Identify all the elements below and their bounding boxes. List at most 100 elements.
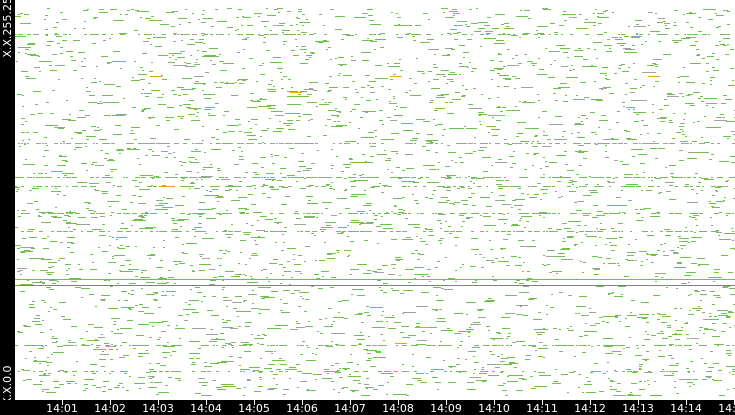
traffic-mark [296,17,298,18]
traffic-mark [112,256,114,257]
traffic-mark [572,181,577,182]
traffic-mark [351,345,356,346]
traffic-mark [651,213,656,214]
traffic-mark [671,176,673,177]
traffic-mark [496,107,501,108]
traffic-mark [69,278,81,279]
traffic-mark [296,218,301,219]
traffic-mark [702,345,707,346]
traffic-mark [181,89,188,90]
traffic-mark [22,210,26,211]
traffic-mark [646,322,649,323]
traffic-mark [288,129,295,130]
traffic-mark [567,231,571,232]
traffic-mark [538,348,548,349]
traffic-mark [660,371,665,372]
traffic-mark [317,150,319,151]
traffic-mark [94,17,98,18]
traffic-mark [413,182,419,183]
traffic-mark [301,32,307,33]
traffic-mark [456,364,460,365]
traffic-mark [655,178,661,179]
traffic-mark [581,121,583,122]
traffic-mark [431,369,444,370]
traffic-mark [448,278,455,279]
traffic-mark [387,371,391,372]
traffic-mark [675,320,677,321]
traffic-mark [277,223,279,224]
traffic-mark [139,228,153,229]
traffic-mark [533,319,542,320]
traffic-mark [704,328,708,329]
traffic-mark [539,215,541,216]
traffic-mark [308,120,310,121]
traffic-mark [103,386,106,387]
traffic-mark [723,10,728,11]
traffic-mark [663,177,666,178]
traffic-mark [309,143,314,144]
traffic-mark [435,143,438,144]
traffic-mark [369,34,372,35]
traffic-mark [250,276,252,277]
traffic-mark [352,289,364,290]
traffic-mark [270,30,272,31]
traffic-mark [669,122,673,123]
traffic-mark [38,348,44,349]
traffic-mark [439,97,445,98]
traffic-mark [568,221,581,222]
traffic-mark [730,156,735,157]
traffic-mark [231,345,234,346]
traffic-mark [579,14,582,15]
traffic-mark [99,231,102,232]
traffic-mark [489,351,492,352]
traffic-mark [498,333,501,334]
traffic-mark [222,322,228,323]
traffic-mark [543,357,545,358]
traffic-mark [695,219,697,220]
traffic-mark [284,157,287,158]
traffic-mark [272,360,285,361]
traffic-mark [729,327,731,328]
traffic-mark [254,188,256,189]
traffic-mark [318,288,323,289]
traffic-mark [633,143,636,144]
traffic-mark [521,216,532,217]
traffic-mark [423,186,426,187]
traffic-mark [514,282,517,283]
traffic-mark [199,216,202,217]
traffic-mark [684,177,686,178]
traffic-mark [95,339,97,340]
traffic-mark [543,217,545,218]
traffic-mark [432,309,438,310]
traffic-mark [34,318,40,319]
traffic-mark [472,282,477,283]
traffic-mark [108,345,110,346]
traffic-mark [199,202,205,203]
traffic-mark [199,254,204,255]
traffic-mark [567,177,571,178]
traffic-mark [370,366,376,367]
traffic-mark [249,258,251,259]
traffic-mark [378,213,381,214]
traffic-mark [513,143,516,144]
traffic-mark [710,84,712,85]
traffic-mark [297,171,301,172]
traffic-mark [153,299,157,300]
traffic-mark [202,238,214,239]
traffic-mark [224,111,229,112]
traffic-mark [253,172,257,173]
traffic-mark [488,115,493,116]
traffic-mark [132,220,146,221]
traffic-mark [581,115,586,116]
traffic-mark [479,121,481,122]
traffic-mark [513,231,515,232]
traffic-mark [204,345,207,346]
traffic-mark [84,21,86,22]
traffic-mark [553,88,561,89]
traffic-mark [443,129,446,130]
traffic-mark [246,34,249,35]
traffic-mark [99,81,101,82]
traffic-mark [348,231,353,232]
traffic-mark [576,174,579,175]
traffic-mark [695,291,700,292]
